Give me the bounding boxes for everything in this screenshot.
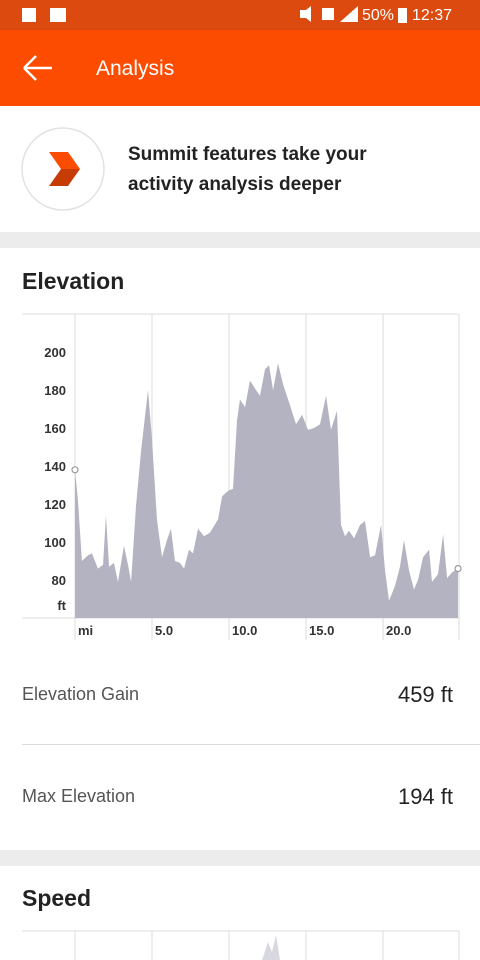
speed-chart-frame [22, 930, 460, 960]
y-tick-label: 140 [44, 459, 66, 474]
summit-icon [21, 127, 105, 211]
x-tick-label: mi [78, 623, 93, 638]
elevation-chart: mi 5.0 10.0 15.0 20.0 80 100 120 140 160 180 200 ft [22, 313, 462, 640]
section-heading: Speed [22, 885, 92, 911]
stat-label: Max Elevation [22, 786, 136, 806]
stat-value: 459 ft [397, 682, 453, 707]
gallery-icon [50, 8, 66, 22]
status-bar: 50% 12:37 [0, 0, 480, 30]
y-tick-label: 100 [44, 535, 66, 550]
battery-level: 50% [362, 7, 395, 24]
y-tick-label: 80 [52, 573, 66, 588]
x-tick-label: 10.0 [232, 623, 257, 638]
app-bar: Analysis [0, 30, 480, 106]
section-separator [0, 850, 480, 866]
banner-text: Summit features take your [128, 144, 367, 165]
y-tick-label: 160 [44, 421, 66, 436]
endpoint-marker [71, 466, 79, 474]
endpoint-marker [454, 565, 462, 573]
banner-text: activity analysis deeper [128, 174, 342, 195]
section-heading: Elevation [22, 268, 125, 294]
clock: 12:37 [412, 7, 453, 24]
screen-title: Analysis [96, 57, 175, 80]
y-tick-label: 200 [44, 345, 66, 360]
signal-icon [340, 6, 358, 22]
row-divider [22, 744, 480, 745]
status-icons [22, 6, 407, 23]
section-separator [0, 232, 480, 248]
x-tick-label: 5.0 [155, 623, 173, 638]
y-tick-label: 120 [44, 497, 66, 512]
stat-value: 194 ft [397, 784, 453, 809]
x-tick-label: 20.0 [386, 623, 411, 638]
battery-icon [398, 8, 407, 23]
summit-banner[interactable]: Summit features take your activity analy… [0, 106, 480, 232]
y-unit-label: ft [57, 598, 66, 613]
elevation-area [75, 363, 459, 618]
4g-icon [322, 8, 334, 20]
mute-icon [300, 6, 311, 22]
y-tick-label: 180 [44, 383, 66, 398]
back-button[interactable] [18, 48, 58, 88]
x-tick-label: 15.0 [309, 623, 334, 638]
stat-label: Elevation Gain [22, 684, 140, 704]
facebook-icon [22, 8, 36, 22]
